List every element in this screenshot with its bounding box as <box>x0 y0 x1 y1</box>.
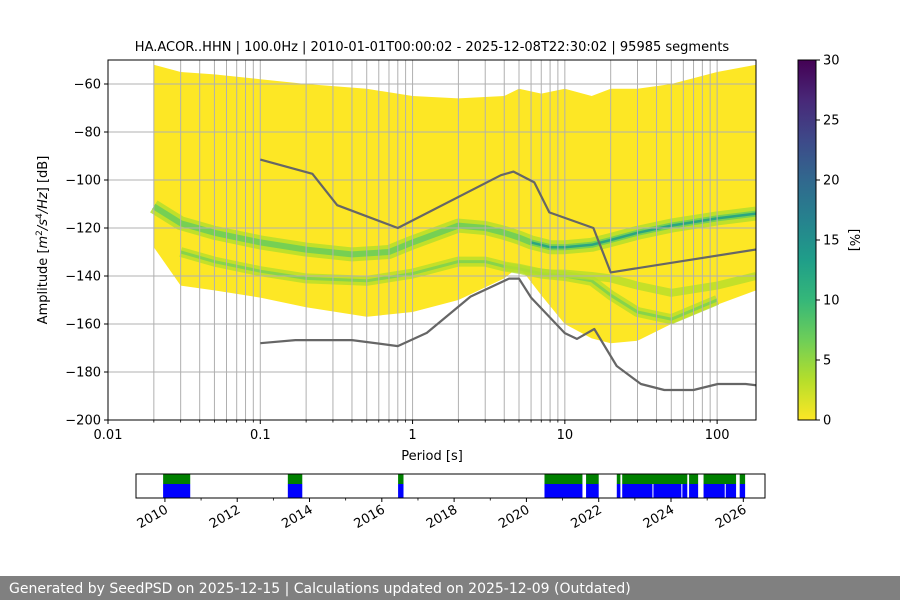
colorbar: 0 5 10 15 20 25 30 [%] <box>797 54 861 429</box>
timeline-tick-label: 2026 <box>713 502 749 532</box>
availability-green-bar <box>739 474 746 484</box>
availability-green-bar <box>622 474 688 484</box>
y-tick-label: −120 <box>65 222 101 237</box>
footer-status: Generated by SeedPSD on 2025-12-15 | Cal… <box>0 576 900 600</box>
y-tick-label: −200 <box>65 414 101 429</box>
nhnm-noise-model-line <box>260 158 756 274</box>
y-tick-label: −140 <box>65 270 101 285</box>
colorbar-tick-label: 20 <box>823 174 840 189</box>
colorbar-tick-label: 30 <box>823 54 840 69</box>
y-label-part: /s <box>36 219 51 231</box>
x-axis-ticks: 0.01 0.1 1 10 100 <box>94 420 730 443</box>
x-tick-label: 0.1 <box>250 428 271 443</box>
availability-green-bar <box>586 474 599 484</box>
y-tick-label: −100 <box>65 174 101 189</box>
colorbar-ticks: 0 5 10 15 20 25 30 <box>816 54 840 429</box>
plot-frame <box>107 59 757 421</box>
colorbar-tick-label: 25 <box>823 114 840 129</box>
availability-green-bar <box>163 474 191 484</box>
timeline-tick-label: 2010 <box>135 502 171 532</box>
colorbar-tick-label: 10 <box>823 294 840 309</box>
y-label-part: m <box>36 236 51 249</box>
y-tick-label: −80 <box>74 126 101 141</box>
availability-blue-bar <box>287 484 303 498</box>
psd-figure: HA.ACOR..HHN | 100.0Hz | 2010-01-01T00:0… <box>35 40 861 532</box>
y-label-part: /Hz <box>36 191 51 214</box>
y-tick-label: −60 <box>74 78 101 93</box>
timeline-tick-label: 2014 <box>279 502 315 532</box>
x-tick-label: 100 <box>705 428 730 443</box>
colorbar-tick-label: 5 <box>823 354 831 369</box>
colorbar-gradient <box>797 59 817 421</box>
y-axis-label: Amplitude [m2/s4/Hz] [dB] <box>35 156 51 325</box>
availability-green-bar <box>703 474 737 484</box>
timeline-tick-label: 2018 <box>424 502 460 532</box>
timeline-frame <box>135 473 766 499</box>
y-label-part: Amplitude [ <box>36 248 51 324</box>
x-tick-label: 0.01 <box>94 428 123 443</box>
x-tick-label: 10 <box>557 428 574 443</box>
availability-green-bar <box>287 474 303 484</box>
psd-envelope-fill <box>153 64 756 344</box>
chart-title: HA.ACOR..HHN | 100.0Hz | 2010-01-01T00:0… <box>135 40 730 55</box>
availability-timeline: 2010 2012 2014 2016 2018 2020 2022 2024 2026 <box>135 473 766 532</box>
availability-blue-bar <box>398 484 404 498</box>
availability-green-bar <box>544 474 583 484</box>
availability-blue-bar <box>586 484 599 498</box>
availability-blue-bar <box>616 484 621 498</box>
availability-green-bar <box>398 474 404 484</box>
availability-blue-bar <box>622 484 688 498</box>
vertical-gridlines <box>153 60 718 420</box>
y-axis-ticks: −60 −80 −100 −120 −140 −160 −180 −200 <box>65 78 108 429</box>
availability-segments <box>163 474 746 498</box>
availability-green-bar <box>689 474 699 484</box>
y-label-superscript: 4 <box>35 213 45 219</box>
availability-blue-bar <box>739 484 746 498</box>
y-label-part: ] [dB] <box>36 156 51 193</box>
availability-blue-bar <box>689 484 699 498</box>
x-tick-label: 1 <box>408 428 416 443</box>
x-axis-label: Period [s] <box>401 449 463 464</box>
availability-blue-bar <box>163 484 191 498</box>
timeline-tick-label: 2022 <box>569 502 605 532</box>
availability-blue-bar <box>703 484 737 498</box>
colorbar-label: [%] <box>846 229 861 252</box>
noise-model-lines <box>260 158 756 392</box>
availability-green-bar <box>616 474 621 484</box>
colorbar-tick-label: 15 <box>823 234 840 249</box>
timeline-tick-label: 2012 <box>207 502 243 532</box>
colorbar-tick-label: 0 <box>823 414 831 429</box>
availability-blue-bar <box>544 484 583 498</box>
timeline-tick-label: 2020 <box>496 502 532 532</box>
timeline-tick-label: 2024 <box>641 502 677 532</box>
psd-heatmap-area <box>150 64 756 344</box>
y-label-superscript: 2 <box>35 230 45 236</box>
y-tick-label: −160 <box>65 318 101 333</box>
nlnm-noise-model-line <box>260 277 756 392</box>
y-tick-label: −180 <box>65 366 101 381</box>
timeline-tick-label: 2016 <box>352 502 388 532</box>
timeline-ticks: 2010 2012 2014 2016 2018 2020 2022 2024 2026 <box>135 498 749 532</box>
horizontal-gridlines <box>108 83 756 373</box>
